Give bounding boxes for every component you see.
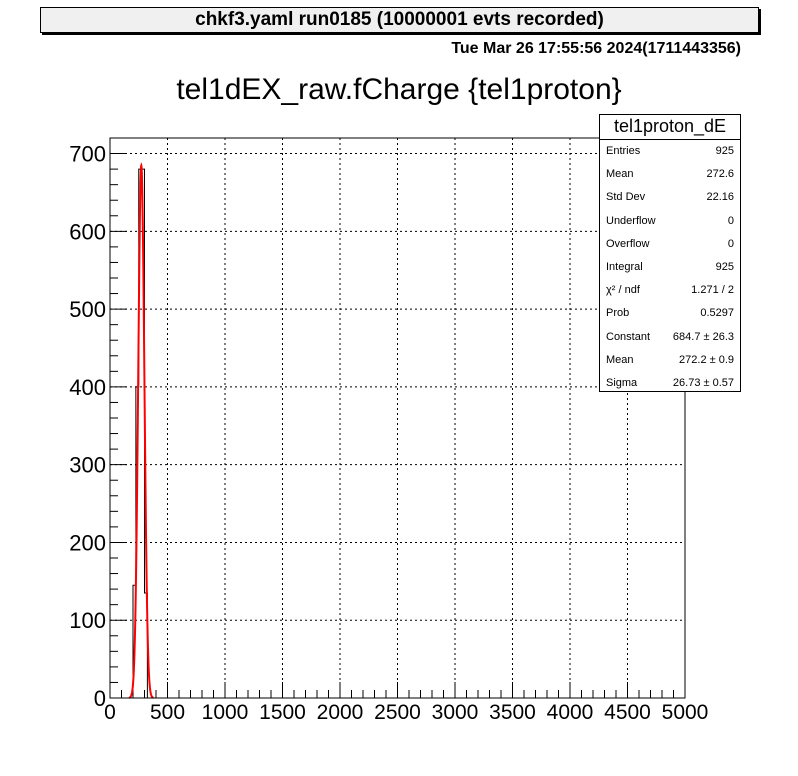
plot-title: tel1dEX_raw.fCharge {tel1proton}: [176, 73, 622, 106]
stats-label: Mean: [606, 353, 634, 366]
stats-row: Underflow 0: [600, 210, 740, 233]
stats-label: Prob: [606, 307, 630, 320]
x-tick-label: 3500: [489, 701, 536, 724]
stats-row: Prob 0.5297: [600, 302, 740, 325]
x-tick-label: 4000: [547, 701, 594, 724]
y-tick-label: 300: [69, 453, 106, 478]
stats-row: Sigma 26.73 ± 0.57: [600, 372, 740, 395]
x-tick-label: 2500: [374, 701, 421, 724]
stats-box: tel1proton_dE Entries 925 Mean 272.6 Std Dev…: [599, 114, 741, 392]
x-tick-label: 2000: [317, 701, 364, 724]
x-tick-label: 3000: [432, 701, 479, 724]
axis-tick-labels: 0 500 1000 1500 2000 2500 3000 3500 4000 4500 5000…: [69, 142, 708, 724]
stats-row: Mean 272.2 ± 0.9: [600, 349, 740, 372]
stats-value: 272.6: [706, 168, 734, 181]
stats-label: Sigma: [606, 376, 638, 389]
stats-row: Integral 925: [600, 256, 740, 279]
y-tick-label: 500: [69, 297, 106, 322]
stats-value: 26.73 ± 0.57: [672, 376, 734, 389]
timestamp: Tue Mar 26 17:55:56 2024(1711443356): [451, 40, 741, 57]
stats-row: Std Dev 22.16: [600, 186, 740, 209]
stats-row: Mean 272.6: [600, 163, 740, 186]
grid-lines: [110, 138, 685, 698]
axis-ticks: [109, 137, 686, 699]
stats-value: 0.5297: [700, 307, 734, 320]
x-tick-label: 0: [104, 701, 116, 724]
stats-label: Underflow: [606, 214, 656, 227]
stats-label: Mean: [606, 168, 634, 181]
header-title: chkf3.yaml run0185 (10000001 evts record…: [195, 9, 604, 30]
stats-label: Overflow: [606, 237, 650, 250]
stats-row: Entries 925: [600, 140, 740, 163]
stats-row: Constant 684.7 ± 26.3: [600, 326, 740, 349]
header-title-box: chkf3.yaml run0185 (10000001 evts record…: [40, 7, 759, 33]
y-tick-label: 600: [69, 219, 106, 244]
gaussian-fit-curve: [128, 162, 154, 699]
y-tick-label: 100: [69, 608, 106, 633]
stats-value: 684.7 ± 26.3: [672, 330, 734, 343]
stats-label: Std Dev: [606, 191, 646, 204]
x-tick-label: 5000: [662, 701, 709, 724]
y-tick-label: 700: [69, 142, 106, 167]
stats-row: Overflow 0: [600, 233, 740, 256]
stats-value: 0: [727, 237, 734, 250]
stats-label: Entries: [606, 145, 641, 157]
stats-value: 925: [715, 145, 734, 157]
stats-label: Constant: [606, 330, 651, 343]
y-tick-label: 200: [69, 530, 106, 555]
stats-row: χ² / ndf 1.271 / 2: [600, 279, 740, 302]
stats-value: 22.16: [706, 191, 734, 204]
x-tick-label: 1000: [202, 701, 249, 724]
stats-value: 1.271 / 2: [691, 284, 734, 297]
x-tick-label: 4500: [604, 701, 651, 724]
stats-label: Integral: [606, 260, 643, 273]
stats-value: 925: [715, 260, 734, 273]
stats-label: χ² / ndf: [606, 284, 640, 297]
stats-value: 0: [727, 214, 734, 227]
stats-box-title: tel1proton_dE: [600, 115, 740, 140]
x-tick-label: 1500: [259, 701, 306, 724]
plot-frame: [109, 137, 686, 699]
y-tick-label: 0: [94, 686, 106, 711]
stats-rows: Entries 925 Mean 272.6 Std Dev 22.16 Underflow…: [600, 140, 740, 395]
y-tick-label: 400: [69, 375, 106, 400]
stats-value: 272.2 ± 0.9: [679, 353, 734, 366]
x-tick-label: 500: [150, 701, 185, 724]
